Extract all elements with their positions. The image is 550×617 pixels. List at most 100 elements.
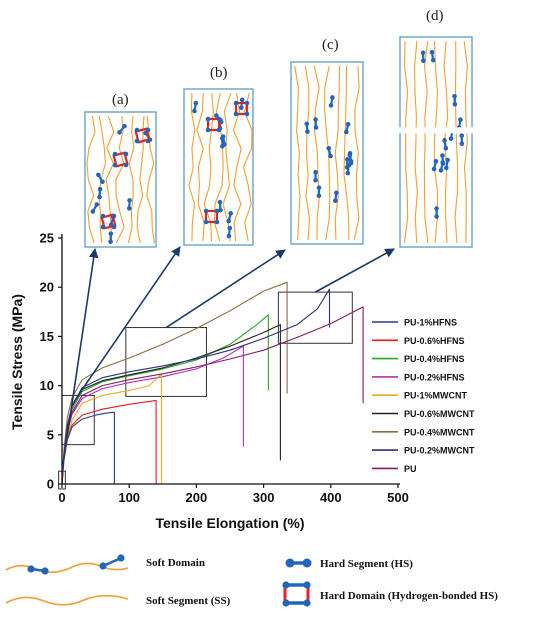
series-lines bbox=[61, 281, 364, 485]
hard-segment-end bbox=[459, 141, 465, 147]
soft-segment-chain bbox=[353, 65, 360, 241]
hard-segment-end bbox=[333, 198, 338, 204]
series-line-5 bbox=[61, 324, 281, 485]
hard-segment-end bbox=[239, 97, 245, 103]
soft-segment-chain bbox=[222, 92, 232, 242]
hard-segment-end bbox=[445, 157, 450, 163]
hard-segment-end bbox=[313, 117, 318, 122]
soft-segment-chain bbox=[414, 40, 418, 244]
hard-segment-end bbox=[438, 168, 444, 173]
series-line-7 bbox=[61, 288, 331, 485]
hard-segment-end bbox=[440, 153, 445, 158]
hard-domain-node bbox=[205, 127, 211, 133]
hard-domain bbox=[100, 213, 117, 230]
hard-segment-end bbox=[328, 103, 334, 108]
hard-segment-end bbox=[459, 133, 465, 139]
hard-domain-node bbox=[134, 138, 140, 144]
legend-label-5: PU-0.6%MWCNT bbox=[404, 409, 475, 419]
hard-segment-end bbox=[448, 136, 454, 141]
hard-domain-node bbox=[145, 138, 151, 144]
hard-segment-end bbox=[226, 218, 231, 224]
hard-segment-end bbox=[328, 153, 333, 159]
soft-segment-chain bbox=[203, 92, 214, 242]
hard-segment-end bbox=[348, 160, 354, 166]
schematic-panel-d bbox=[398, 36, 474, 248]
hard-domain-node bbox=[100, 224, 106, 230]
soft-segment-chain bbox=[403, 40, 409, 244]
hard-segment-end bbox=[452, 101, 458, 107]
schematic-panel-a bbox=[84, 111, 157, 248]
hard-segment-end bbox=[228, 211, 233, 216]
hard-domain-node bbox=[123, 162, 129, 168]
key-hard-domain-label: Hard Domain (Hydrogen-bonded HS) bbox=[320, 590, 498, 602]
hard-domain-node bbox=[244, 111, 250, 117]
hard-segment-end bbox=[443, 145, 449, 151]
hard-segment-end bbox=[458, 117, 463, 123]
key-hard-segment-label: Hard Segment (HS) bbox=[320, 558, 413, 570]
soft-segment-chain bbox=[115, 115, 125, 244]
hard-segment-end bbox=[345, 170, 351, 176]
x-tick-label: 100 bbox=[118, 490, 140, 505]
soft-segment-chain bbox=[86, 115, 96, 244]
soft-domain-symbol bbox=[5, 554, 129, 575]
zoom-arrow-c bbox=[165, 249, 286, 329]
hard-segment-end bbox=[431, 166, 437, 172]
schematic-key: Soft Domain Soft Segment (SS) Hard Segme… bbox=[5, 554, 498, 607]
hard-domain-node bbox=[216, 127, 222, 133]
y-tick-label: 15 bbox=[40, 329, 54, 344]
y-tick-label: 5 bbox=[47, 427, 54, 442]
hard-domain bbox=[234, 101, 249, 116]
soft-segment-chain bbox=[463, 40, 468, 244]
hard-segment-end bbox=[222, 142, 227, 147]
hard-segment-end bbox=[193, 100, 199, 106]
legend-label-2: PU-0.4%HFNS bbox=[404, 354, 465, 364]
hard-domain-node bbox=[111, 224, 117, 230]
zoom-arrows bbox=[61, 246, 395, 472]
soft-segment-chain bbox=[454, 40, 459, 244]
hard-segment-end bbox=[430, 57, 436, 63]
hard-segment-end bbox=[345, 157, 350, 162]
panel-label-b: (b) bbox=[210, 65, 228, 81]
zoom-boxes bbox=[58, 291, 353, 490]
hard-segment-end bbox=[334, 190, 339, 196]
zoom-arrow-d bbox=[314, 248, 395, 293]
legend-label-3: PU-0.2%HFNS bbox=[404, 372, 465, 382]
hard-segment-end bbox=[108, 239, 113, 244]
panel-label-d: (d) bbox=[426, 8, 444, 24]
hard-segment-end bbox=[96, 172, 101, 178]
soft-segment-chain bbox=[136, 115, 145, 244]
hard-segment-end bbox=[313, 125, 319, 130]
hard-domain-node bbox=[216, 116, 222, 122]
legend-label-7: PU-0.2%MWCNT bbox=[404, 446, 475, 456]
hard-domain-node bbox=[203, 208, 209, 214]
stress-strain-chart: 0 5 10 15 20 25 0 100 200 300 400 500 Tensile Stres… bbox=[9, 231, 475, 532]
hard-domain-node bbox=[214, 219, 220, 225]
hard-segment-end bbox=[117, 130, 122, 135]
hard-segment-end bbox=[90, 209, 96, 214]
zoom-arrow-b bbox=[77, 246, 181, 396]
legend: PU-1%HFNS PU-0.6%HFNS PU-0.4%HFNS PU-0.2%HF… bbox=[372, 318, 475, 474]
hard-domain-node bbox=[112, 151, 118, 157]
hard-segment-end bbox=[122, 123, 127, 129]
hard-domain-node bbox=[214, 208, 220, 214]
y-tick-label: 20 bbox=[40, 280, 54, 295]
y-tick-label: 25 bbox=[40, 231, 54, 246]
hard-segment-icon bbox=[285, 558, 312, 568]
hard-domain bbox=[206, 117, 221, 132]
soft-segment-chain bbox=[423, 40, 429, 244]
axes: 0 5 10 15 20 25 0 100 200 300 400 500 bbox=[40, 231, 409, 506]
hard-segment-end bbox=[226, 233, 232, 239]
key-soft-domain-label: Soft Domain bbox=[146, 557, 205, 569]
y-tick-label: 10 bbox=[40, 378, 54, 393]
soft-segment-chain bbox=[188, 92, 196, 242]
schematic-panel-c bbox=[290, 61, 364, 245]
hard-segment-end bbox=[345, 121, 351, 127]
soft-segment-chain bbox=[313, 65, 320, 241]
hard-segment-end bbox=[421, 58, 426, 64]
x-tick-label: 0 bbox=[58, 490, 65, 505]
hard-segment-end bbox=[220, 134, 226, 139]
x-tick-label: 300 bbox=[253, 490, 275, 505]
hard-segment-end bbox=[305, 129, 310, 135]
hard-domain-node bbox=[233, 111, 239, 117]
